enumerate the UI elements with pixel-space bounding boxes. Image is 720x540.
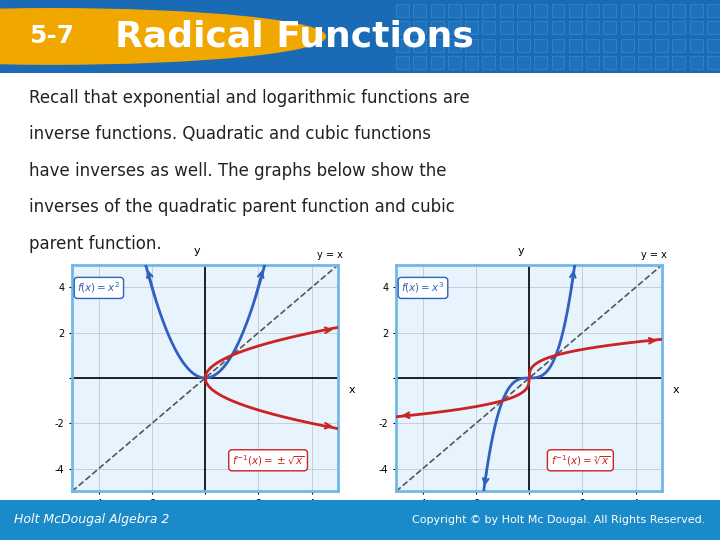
X-axis label: x: x bbox=[348, 385, 355, 395]
Bar bbox=[586, 39, 599, 52]
Text: $f(x) = x^2$: $f(x) = x^2$ bbox=[77, 280, 120, 295]
Bar bbox=[672, 21, 685, 34]
Text: $f^{-1}(x) = \pm\sqrt{x}$: $f^{-1}(x) = \pm\sqrt{x}$ bbox=[232, 453, 305, 468]
Bar bbox=[448, 56, 461, 69]
Y-axis label: y: y bbox=[518, 246, 525, 255]
Bar bbox=[603, 56, 616, 69]
Bar bbox=[500, 56, 513, 69]
Text: Holt McDougal Algebra 2: Holt McDougal Algebra 2 bbox=[14, 513, 170, 526]
Bar bbox=[413, 4, 426, 17]
Bar bbox=[500, 39, 513, 52]
Text: inverse functions. Quadratic and cubic functions: inverse functions. Quadratic and cubic f… bbox=[29, 125, 431, 143]
Bar bbox=[603, 39, 616, 52]
Bar bbox=[552, 4, 564, 17]
Bar bbox=[517, 39, 530, 52]
Text: $f^{-1}(x) = \sqrt[3]{x}$: $f^{-1}(x) = \sqrt[3]{x}$ bbox=[551, 453, 610, 468]
Bar bbox=[517, 21, 530, 34]
Bar bbox=[534, 56, 547, 69]
Bar bbox=[552, 21, 564, 34]
Bar bbox=[638, 21, 651, 34]
Bar bbox=[621, 21, 634, 34]
Bar bbox=[690, 39, 703, 52]
Bar bbox=[655, 4, 668, 17]
Bar bbox=[396, 21, 409, 34]
Y-axis label: y: y bbox=[194, 246, 201, 255]
Bar bbox=[621, 56, 634, 69]
Bar bbox=[413, 21, 426, 34]
Bar bbox=[638, 4, 651, 17]
Bar bbox=[552, 39, 564, 52]
Bar bbox=[517, 56, 530, 69]
Bar bbox=[517, 4, 530, 17]
Bar bbox=[690, 21, 703, 34]
Bar bbox=[569, 21, 582, 34]
Bar bbox=[707, 56, 720, 69]
Bar bbox=[431, 56, 444, 69]
Bar bbox=[621, 39, 634, 52]
Bar bbox=[621, 4, 634, 17]
Bar bbox=[655, 56, 668, 69]
Bar bbox=[431, 4, 444, 17]
Text: y = x: y = x bbox=[641, 250, 667, 260]
Text: Recall that exponential and logarithmic functions are: Recall that exponential and logarithmic … bbox=[29, 89, 469, 107]
Bar bbox=[396, 39, 409, 52]
Bar bbox=[534, 39, 547, 52]
Bar bbox=[396, 4, 409, 17]
Bar bbox=[482, 21, 495, 34]
Circle shape bbox=[0, 9, 325, 64]
Bar bbox=[465, 21, 478, 34]
Bar bbox=[655, 21, 668, 34]
Bar bbox=[690, 4, 703, 17]
Bar bbox=[448, 4, 461, 17]
Bar bbox=[690, 56, 703, 69]
Text: have inverses as well. The graphs below show the: have inverses as well. The graphs below … bbox=[29, 161, 446, 180]
Bar bbox=[569, 56, 582, 69]
Bar bbox=[672, 4, 685, 17]
Bar bbox=[638, 56, 651, 69]
Bar bbox=[534, 4, 547, 17]
Bar bbox=[413, 39, 426, 52]
Bar bbox=[448, 39, 461, 52]
Bar bbox=[672, 39, 685, 52]
Bar bbox=[413, 56, 426, 69]
Bar bbox=[655, 39, 668, 52]
Bar bbox=[500, 4, 513, 17]
Bar bbox=[552, 56, 564, 69]
Bar bbox=[603, 21, 616, 34]
Text: 5-7: 5-7 bbox=[30, 24, 74, 49]
Bar bbox=[707, 4, 720, 17]
Bar bbox=[603, 4, 616, 17]
Bar bbox=[431, 39, 444, 52]
Bar bbox=[482, 4, 495, 17]
Bar bbox=[534, 21, 547, 34]
Bar bbox=[448, 21, 461, 34]
Bar bbox=[638, 39, 651, 52]
Bar bbox=[586, 21, 599, 34]
Text: Copyright © by Holt Mc Dougal. All Rights Reserved.: Copyright © by Holt Mc Dougal. All Right… bbox=[413, 515, 706, 525]
Bar bbox=[465, 4, 478, 17]
X-axis label: x: x bbox=[672, 385, 679, 395]
Bar bbox=[586, 4, 599, 17]
Bar bbox=[482, 39, 495, 52]
Text: y = x: y = x bbox=[317, 250, 343, 260]
Text: parent function.: parent function. bbox=[29, 234, 161, 253]
Bar bbox=[569, 4, 582, 17]
Bar bbox=[586, 56, 599, 69]
Bar bbox=[431, 21, 444, 34]
Bar bbox=[707, 39, 720, 52]
Text: Radical Functions: Radical Functions bbox=[115, 19, 474, 53]
Bar bbox=[500, 21, 513, 34]
Bar bbox=[465, 39, 478, 52]
Bar bbox=[465, 56, 478, 69]
Text: inverses of the quadratic parent function and cubic: inverses of the quadratic parent functio… bbox=[29, 198, 454, 216]
Bar bbox=[569, 39, 582, 52]
Text: $f(x) = x^3$: $f(x) = x^3$ bbox=[401, 280, 445, 295]
Bar bbox=[396, 56, 409, 69]
Bar bbox=[672, 56, 685, 69]
Bar bbox=[482, 56, 495, 69]
Bar bbox=[707, 21, 720, 34]
